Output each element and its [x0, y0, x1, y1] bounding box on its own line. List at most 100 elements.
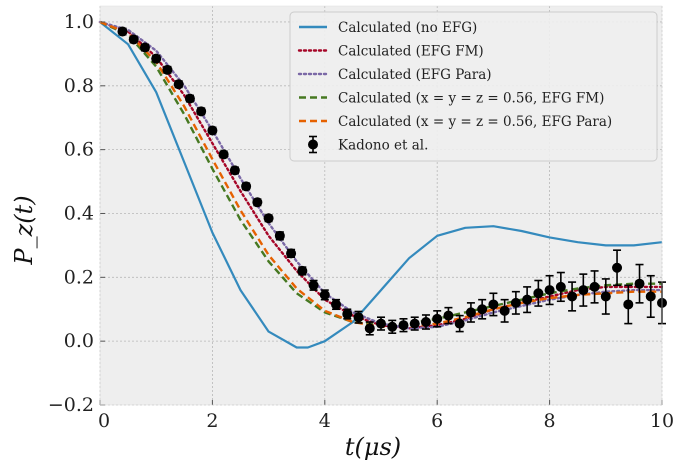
- data-marker: [567, 291, 578, 302]
- legend-item: Calculated (EFG Para): [297, 67, 492, 83]
- x-tick-label: 2: [206, 410, 218, 432]
- data-point: [555, 271, 566, 303]
- legend-swatch-marker: [308, 139, 318, 150]
- data-point: [544, 274, 555, 306]
- data-marker: [241, 181, 252, 192]
- legend-label: Calculated (EFG Para): [338, 67, 492, 83]
- data-point: [510, 290, 521, 315]
- data-point: [286, 248, 297, 259]
- data-marker: [612, 262, 623, 273]
- y-tick-label: 0.0: [64, 330, 94, 352]
- legend-label: Calculated (no EFG): [338, 20, 477, 36]
- x-tick-label: 0: [98, 410, 110, 432]
- data-marker: [162, 64, 173, 75]
- data-marker: [128, 34, 139, 45]
- data-point: [600, 278, 611, 315]
- data-marker: [533, 288, 544, 299]
- data-point: [319, 289, 330, 301]
- data-marker: [623, 299, 634, 310]
- data-point: [196, 106, 207, 117]
- legend-item: Kadono et al.: [308, 135, 428, 154]
- data-point: [465, 302, 476, 323]
- data-marker: [196, 106, 207, 117]
- data-point: [252, 197, 263, 208]
- data-marker: [589, 281, 600, 292]
- data-point: [376, 316, 386, 331]
- data-point: [623, 284, 634, 325]
- data-point: [297, 265, 308, 276]
- data-point: [151, 53, 162, 64]
- x-tick-label: 8: [544, 410, 556, 432]
- legend-label: Calculated (x = y = z = 0.56, EFG FM): [338, 91, 604, 107]
- data-marker: [364, 323, 375, 334]
- data-marker: [465, 307, 476, 318]
- data-marker: [387, 321, 398, 332]
- data-marker: [634, 278, 645, 289]
- data-marker: [398, 320, 409, 331]
- data-marker: [510, 297, 521, 308]
- data-point: [342, 308, 353, 320]
- data-point: [567, 281, 578, 312]
- data-point: [117, 26, 128, 37]
- data-point: [522, 286, 533, 314]
- data-point: [488, 292, 499, 317]
- data-point: [634, 263, 645, 304]
- data-point: [274, 230, 285, 241]
- data-point: [589, 270, 600, 304]
- data-point: [477, 298, 488, 320]
- data-marker: [522, 294, 533, 305]
- y-tick-label: 1.0: [64, 11, 94, 33]
- data-marker: [432, 313, 443, 324]
- data-marker: [342, 309, 353, 320]
- y-axis-label: P_z(t): [10, 195, 38, 265]
- data-marker: [308, 280, 319, 291]
- data-marker: [499, 305, 510, 316]
- legend: Calculated (no EFG) Calculated (EFG FM) Ca…: [289, 11, 658, 162]
- data-point: [578, 273, 589, 307]
- legend-item: Calculated (no EFG): [299, 20, 477, 36]
- legend-label: Calculated (x = y = z = 0.56, EFG Para): [338, 114, 612, 130]
- data-point: [331, 298, 342, 311]
- data-point: [432, 310, 443, 328]
- data-point: [645, 274, 656, 319]
- data-point: [612, 249, 623, 287]
- data-marker: [544, 285, 555, 296]
- data-point: [420, 314, 431, 330]
- x-tick-label: 4: [319, 410, 331, 432]
- data-marker: [151, 53, 162, 64]
- x-axis-label: t(μs): [345, 433, 401, 461]
- data-marker: [600, 291, 611, 302]
- y-tick-label: 0.8: [64, 75, 94, 97]
- data-marker: [263, 213, 274, 224]
- plot-frame: [99, 5, 663, 406]
- x-tick-label: 6: [431, 410, 443, 432]
- data-marker: [218, 149, 229, 160]
- errorbar-layer: [117, 26, 667, 336]
- data-marker: [252, 197, 263, 208]
- legend-box: [289, 11, 658, 162]
- data-marker: [578, 285, 589, 296]
- data-marker: [207, 125, 218, 136]
- data-point: [387, 319, 398, 334]
- data-marker: [173, 79, 184, 90]
- data-point: [353, 310, 364, 324]
- data-marker: [409, 318, 420, 329]
- data-point: [207, 125, 218, 136]
- data-point: [364, 321, 375, 336]
- y-tick-label: 0.2: [64, 266, 94, 288]
- data-point: [499, 298, 510, 323]
- data-point: [184, 93, 195, 104]
- legend-item: Calculated (EFG FM): [297, 44, 484, 60]
- data-point: [398, 318, 409, 333]
- data-point: [139, 42, 150, 53]
- data-marker: [477, 304, 488, 315]
- data-point: [308, 279, 319, 291]
- data-point: [241, 181, 252, 192]
- legend-item: Calculated (x = y = z = 0.56, EFG FM): [299, 91, 604, 107]
- data-marker: [274, 230, 285, 241]
- data-marker: [376, 318, 386, 329]
- data-point: [409, 316, 420, 331]
- y-tick-label: −0.2: [48, 394, 94, 416]
- data-marker: [555, 281, 566, 292]
